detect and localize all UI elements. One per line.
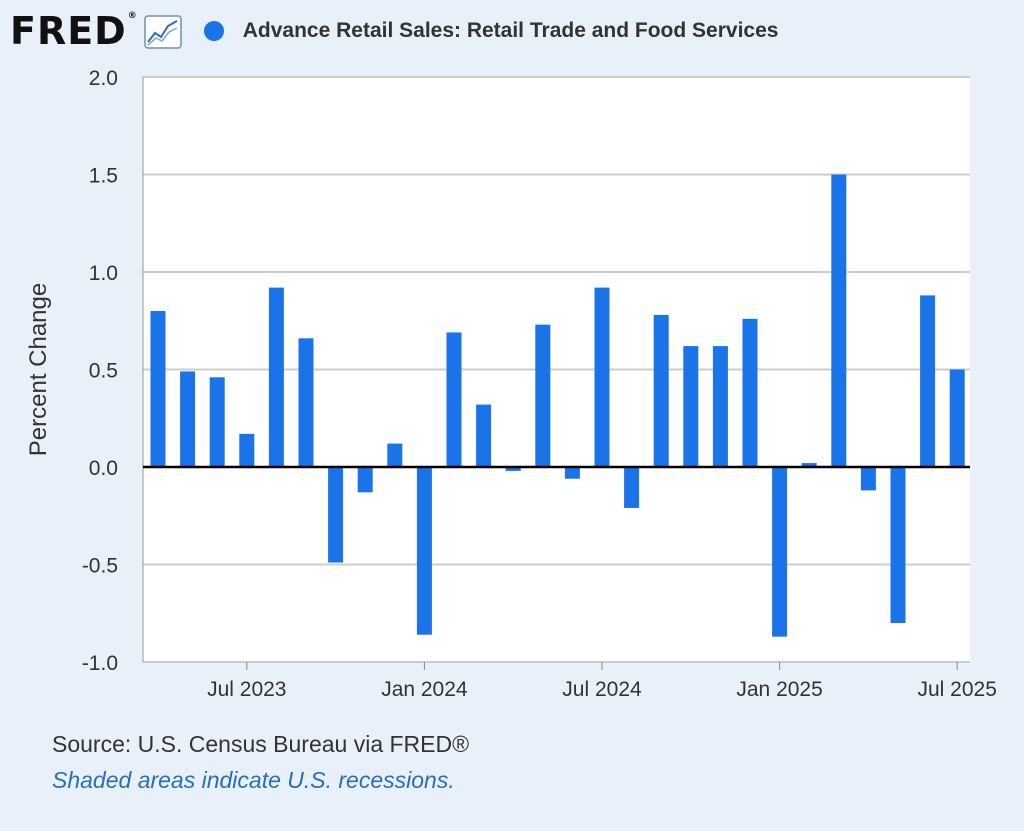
bar <box>890 467 906 623</box>
bar <box>446 332 462 467</box>
bar <box>298 338 314 467</box>
bar <box>683 346 699 467</box>
x-tick-label: Jul 2024 <box>562 678 642 701</box>
bar <box>476 404 492 467</box>
bar <box>772 467 788 637</box>
x-tick-label: Jul 2023 <box>207 678 286 701</box>
y-tick-label: -1.0 <box>82 652 118 675</box>
legend-marker <box>203 21 224 41</box>
bar <box>831 174 847 467</box>
line-graph-icon[interactable] <box>143 15 182 49</box>
bar <box>328 467 344 563</box>
recession-note[interactable]: Shaded areas indicate U.S. recessions. <box>52 767 455 793</box>
y-tick-label: 0.5 <box>89 360 118 383</box>
bar <box>949 369 965 467</box>
y-tick-label: -0.5 <box>82 555 118 578</box>
bar <box>387 443 403 467</box>
bar <box>357 467 373 493</box>
y-tick-label: 2.0 <box>89 67 118 90</box>
bar <box>505 467 521 471</box>
y-axis-title: Percent Change <box>25 283 52 456</box>
bar <box>653 314 669 467</box>
bar <box>416 467 432 635</box>
y-tick-label: 1.0 <box>89 262 118 285</box>
bar <box>180 371 196 467</box>
bar <box>535 324 551 467</box>
bar <box>742 318 758 467</box>
chart-header: FRED® Advance Retail Sales: Retail Trade… <box>10 8 778 54</box>
bar <box>150 311 166 467</box>
x-tick-label: Jan 2024 <box>381 678 468 701</box>
bar <box>801 463 817 467</box>
x-tick-label: Jul 2025 <box>917 678 996 701</box>
bar <box>564 467 580 479</box>
bar <box>209 377 225 467</box>
bar <box>239 433 255 467</box>
bar-chart: 2.0 1.5 1.0 0.5 0.0 -0.5 -1.0 Jul 2023 Jan 2024 J… <box>25 67 997 701</box>
bar <box>268 287 284 467</box>
bar <box>624 467 640 508</box>
source-text: Source: U.S. Census Bureau via FRED® <box>52 731 470 757</box>
y-tick-label: 0.0 <box>89 457 118 480</box>
x-tick-label: Jan 2025 <box>736 678 822 701</box>
fred-logo[interactable]: FRED® <box>10 9 138 53</box>
bar <box>594 287 610 467</box>
bar <box>712 346 728 467</box>
legend-label[interactable]: Advance Retail Sales: Retail Trade and F… <box>242 19 779 42</box>
y-tick-label: 1.5 <box>89 165 118 188</box>
bar <box>860 467 876 491</box>
bar <box>920 295 936 467</box>
